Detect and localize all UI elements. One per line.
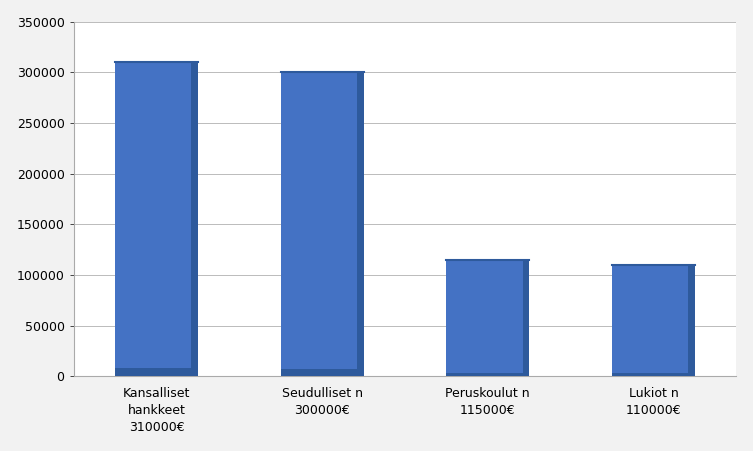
FancyBboxPatch shape [115,62,198,376]
FancyBboxPatch shape [612,373,695,376]
FancyBboxPatch shape [523,260,529,376]
FancyBboxPatch shape [281,72,364,376]
FancyBboxPatch shape [281,368,364,376]
FancyBboxPatch shape [447,260,529,376]
FancyBboxPatch shape [447,373,529,376]
FancyBboxPatch shape [115,368,198,376]
FancyBboxPatch shape [612,265,695,376]
FancyBboxPatch shape [688,265,695,376]
FancyBboxPatch shape [191,62,198,376]
FancyBboxPatch shape [357,72,364,376]
